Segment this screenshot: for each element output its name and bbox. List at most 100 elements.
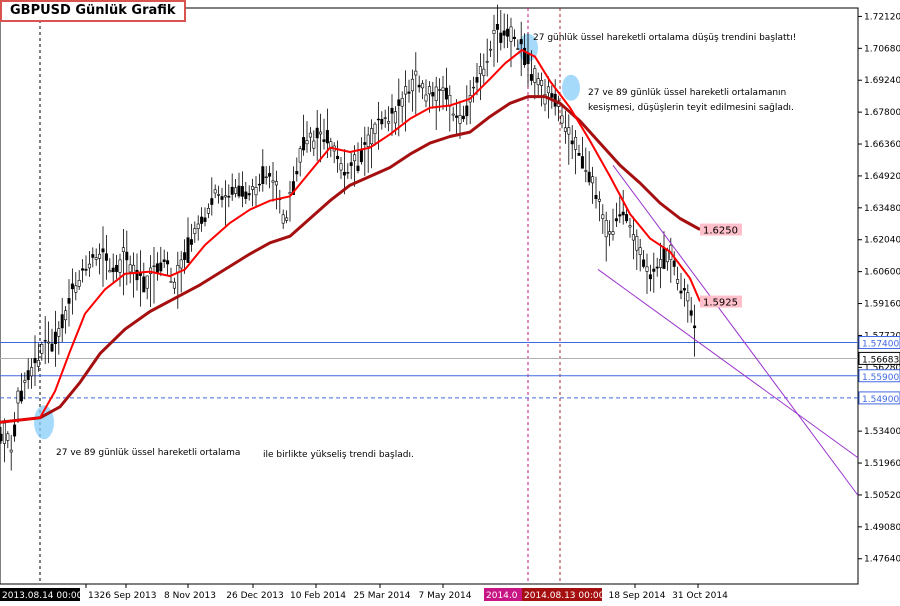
candle-body <box>465 105 469 117</box>
candle-body <box>458 115 462 124</box>
candle-body <box>230 186 234 195</box>
candle-body <box>121 247 125 252</box>
candle-body <box>529 74 533 81</box>
candle-body <box>196 223 200 229</box>
candle-body <box>87 263 91 269</box>
candle-body <box>461 115 465 120</box>
candle-body <box>431 92 435 97</box>
candle-body <box>366 134 370 147</box>
x-tick-label: 8 Nov 2013 <box>164 591 216 601</box>
candle-body <box>30 367 34 377</box>
annotation-downtrend: 27 günlük üssel hareketli ortalama düşüş… <box>533 33 796 43</box>
candle-body <box>404 86 408 95</box>
y-tick-label: 1.66360 <box>864 140 900 150</box>
candle-body <box>322 139 326 142</box>
candle-body <box>560 115 564 124</box>
candle-body <box>417 84 421 88</box>
candle-body <box>577 153 581 156</box>
y-tick-label: 1.56280 <box>864 363 900 373</box>
candle-body <box>597 198 601 202</box>
ema-label-bg <box>700 295 742 308</box>
y-tick-label: 1.53400 <box>864 427 900 437</box>
candle-body <box>319 131 323 135</box>
candle-body <box>291 181 295 195</box>
candle-body <box>227 195 231 198</box>
ema-value-label: 1.5925 <box>703 298 738 309</box>
y-tick-label: 1.69240 <box>864 76 900 86</box>
candle-body <box>315 127 319 139</box>
candle-body <box>611 231 615 235</box>
candle-body <box>376 118 380 121</box>
candle-body <box>424 94 428 102</box>
candle-body <box>516 48 520 50</box>
chart-title: GBPUSD Günlük Grafik <box>0 0 186 22</box>
candle-body <box>359 149 363 163</box>
candle-body <box>509 26 513 42</box>
candle-body <box>325 130 329 144</box>
candle-body <box>380 119 384 125</box>
y-tick-label: 1.70680 <box>864 44 900 54</box>
x-tick-label: 10 Feb 2014 <box>290 591 346 601</box>
candle-body <box>427 86 431 95</box>
candle-body <box>74 285 78 293</box>
candle-body <box>628 225 632 228</box>
candle-body <box>662 247 666 269</box>
candle-body <box>519 39 523 45</box>
candle-body <box>421 83 425 89</box>
candle-body <box>485 61 489 63</box>
x-tick-label: 26 Dec 2013 <box>226 591 284 601</box>
candle-body <box>264 176 268 178</box>
y-tick-label: 1.51960 <box>864 459 900 469</box>
candle-body <box>580 156 584 169</box>
candle-body <box>210 198 214 205</box>
candle-body <box>645 266 649 272</box>
y-tick-label: 1.49080 <box>864 523 900 533</box>
candle-body <box>295 171 299 175</box>
candle-body <box>172 281 176 289</box>
candle-body <box>614 218 618 222</box>
candle-body <box>162 259 166 262</box>
candle-body <box>108 270 112 273</box>
candle-body <box>183 252 187 260</box>
candle-body <box>237 185 241 197</box>
candle-body <box>169 281 173 283</box>
candle-body <box>274 181 278 186</box>
candle-body <box>159 262 163 272</box>
candle-body <box>33 358 37 364</box>
candle-body <box>659 259 663 268</box>
candle-body <box>672 260 676 267</box>
candle-body <box>686 292 690 302</box>
candle-body <box>441 87 445 92</box>
candle-body <box>682 288 686 291</box>
candle-body <box>370 128 374 145</box>
ema-27-line <box>0 49 701 424</box>
candle-body <box>271 180 275 183</box>
candle-body <box>339 163 343 171</box>
candle-body <box>499 32 503 43</box>
candle-body <box>601 214 605 219</box>
current-price-box <box>858 351 900 365</box>
candle-body <box>393 111 397 124</box>
candle-body <box>19 390 23 402</box>
candle-body <box>342 171 346 176</box>
candle-body <box>101 248 105 253</box>
candle-body <box>693 325 697 329</box>
candle-body <box>349 162 353 166</box>
candle-body <box>91 254 95 258</box>
candle-body <box>2 422 6 444</box>
price-line-label: 1.55900 <box>862 373 899 383</box>
price-line-label: 1.54900 <box>862 395 899 405</box>
candle-body <box>247 193 251 196</box>
candle-body <box>536 78 540 86</box>
candle-body <box>648 274 652 280</box>
candle-body <box>444 87 448 100</box>
candle-body <box>98 253 102 259</box>
candle-body <box>512 36 516 40</box>
candle-body <box>118 259 122 273</box>
candle-body <box>312 140 316 149</box>
candle-body <box>9 449 13 453</box>
candle-body <box>53 331 57 345</box>
candle-body <box>81 268 85 271</box>
candle-body <box>625 214 629 222</box>
